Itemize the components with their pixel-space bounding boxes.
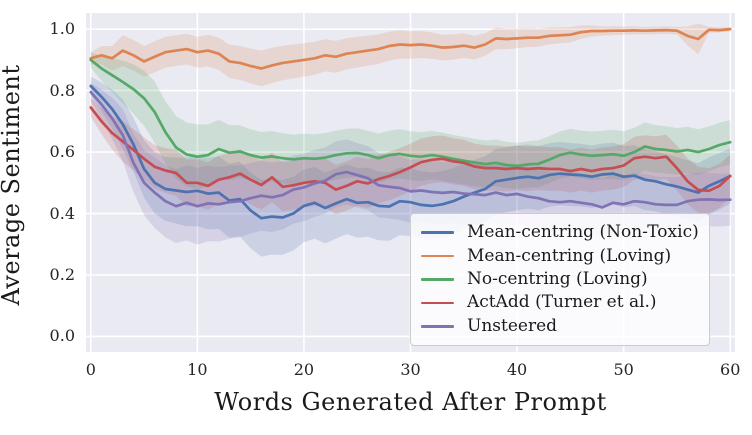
legend-row: No-centring (Loving) [421,268,699,291]
legend-label: Mean-centring (Non-Toxic) [467,222,699,243]
series-line [89,90,732,209]
x-tick-label: 10 [187,360,208,379]
x-tick-label: 50 [613,360,634,379]
confidence-band [90,82,731,245]
y-tick-label: 0.0 [49,326,75,346]
legend: Mean-centring (Non-Toxic) Mean-centring … [410,213,710,346]
x-tick-label: 60 [720,360,741,379]
y-tick-label: 0.4 [49,203,75,223]
series-line [89,84,732,220]
series-line [89,58,732,168]
y-tick-label: 1.0 [49,19,75,39]
series-line [89,27,732,70]
legend-label: No-centring (Loving) [467,268,648,289]
legend-line-sample [421,278,454,281]
legend-line-sample [421,324,454,328]
legend-line-sample [421,254,454,258]
y-tick-label: 0.2 [49,265,75,284]
confidence-band [90,23,731,87]
legend-row: Unsteered [421,315,699,338]
legend-line-sample [421,231,454,234]
legend-row: Mean-centring (Loving) [421,244,699,267]
x-tick-label: 20 [293,360,315,379]
legend-row: Mean-centring (Non-Toxic) [421,221,699,244]
x-tick-label: 30 [400,360,421,379]
legend-row: ActAdd (Turner et al.) [421,291,699,314]
legend-line-sample [421,301,454,305]
y-tick-label: 0.6 [49,142,75,162]
legend-label: ActAdd (Turner et al.) [467,292,657,313]
y-tick-label: 0.8 [49,80,75,100]
series-line [89,106,732,193]
x-tick-label: 0 [85,360,96,379]
legend-label: Unsteered [467,315,558,336]
x-axis-label: Words Generated After Prompt [214,388,607,416]
x-tick-label: 40 [506,360,528,379]
y-axis-label: Average Sentiment [0,64,25,306]
legend-label: Mean-centring (Loving) [467,245,672,266]
